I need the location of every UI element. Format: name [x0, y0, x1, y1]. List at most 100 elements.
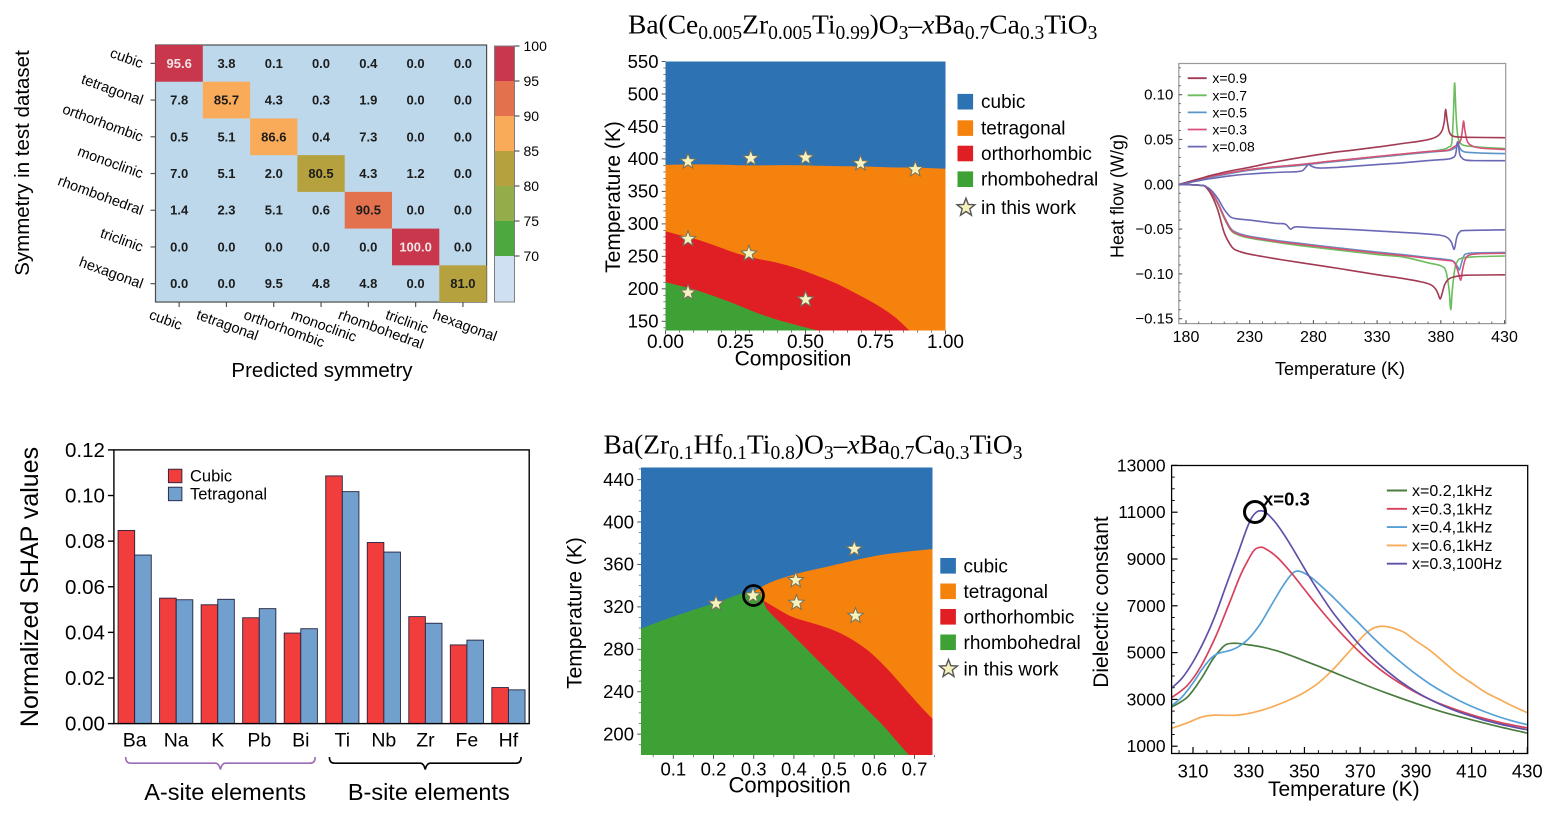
svg-text:3.8: 3.8 — [217, 56, 235, 71]
svg-text:1.9: 1.9 — [359, 93, 377, 108]
svg-text:Na: Na — [164, 730, 189, 752]
svg-text:0.0: 0.0 — [407, 129, 425, 144]
svg-text:90.5: 90.5 — [356, 203, 381, 218]
svg-text:0.0: 0.0 — [407, 203, 425, 218]
svg-text:90: 90 — [524, 108, 540, 124]
svg-text:hexagonal: hexagonal — [431, 307, 499, 345]
svg-text:7000: 7000 — [1127, 596, 1166, 616]
svg-text:x=0.3,1kHz: x=0.3,1kHz — [1412, 501, 1492, 518]
svg-text:85.7: 85.7 — [214, 93, 239, 108]
svg-text:1.00: 1.00 — [927, 332, 964, 353]
svg-text:rhombohedral: rhombohedral — [964, 633, 1081, 654]
svg-text:230: 230 — [1236, 329, 1263, 346]
svg-text:4.3: 4.3 — [359, 166, 377, 181]
svg-text:0.02: 0.02 — [65, 667, 105, 690]
svg-text:0.3: 0.3 — [312, 93, 330, 108]
svg-text:0.0: 0.0 — [265, 240, 283, 255]
svg-text:cubic: cubic — [147, 307, 184, 334]
svg-text:0.0: 0.0 — [454, 56, 472, 71]
svg-text:500: 500 — [628, 83, 659, 104]
svg-text:5000: 5000 — [1127, 643, 1166, 663]
svg-text:4.3: 4.3 — [265, 93, 283, 108]
svg-text:7.0: 7.0 — [170, 166, 188, 181]
svg-text:cubic: cubic — [964, 556, 1008, 577]
svg-text:390: 390 — [1400, 761, 1431, 782]
svg-text:Dielectric constant: Dielectric constant — [1090, 516, 1113, 688]
svg-text:tetragonal: tetragonal — [79, 72, 145, 109]
svg-text:1000: 1000 — [1127, 736, 1166, 756]
svg-text:0.1: 0.1 — [660, 759, 686, 780]
svg-text:Normalized SHAP values: Normalized SHAP values — [16, 447, 44, 727]
svg-text:80: 80 — [524, 178, 540, 194]
svg-text:13000: 13000 — [1117, 455, 1166, 475]
svg-text:0.4: 0.4 — [781, 759, 807, 780]
svg-text:0.00: 0.00 — [65, 713, 105, 736]
svg-text:x=0.9: x=0.9 — [1212, 70, 1247, 86]
svg-text:1.2: 1.2 — [407, 166, 425, 181]
svg-text:0.25: 0.25 — [717, 332, 754, 353]
svg-text:350: 350 — [628, 181, 659, 202]
svg-text:Nb: Nb — [371, 730, 396, 752]
svg-text:3000: 3000 — [1127, 689, 1166, 709]
svg-text:80.5: 80.5 — [308, 166, 333, 181]
svg-text:0.75: 0.75 — [857, 332, 894, 353]
svg-text:200: 200 — [628, 278, 659, 299]
svg-text:Ti: Ti — [335, 730, 351, 752]
svg-text:0.0: 0.0 — [217, 240, 235, 255]
svg-text:350: 350 — [1289, 761, 1320, 782]
svg-text:Cubic: Cubic — [190, 468, 232, 486]
svg-text:Temperature (K): Temperature (K) — [564, 537, 587, 689]
svg-text:x=0.3: x=0.3 — [1212, 122, 1247, 138]
svg-text:360: 360 — [603, 554, 634, 575]
svg-text:380: 380 — [1427, 329, 1454, 346]
svg-text:Symmetry in test dataset: Symmetry in test dataset — [11, 50, 34, 276]
svg-text:180: 180 — [1173, 329, 1200, 346]
svg-text:0.1: 0.1 — [265, 56, 283, 71]
svg-text:rhombohedral: rhombohedral — [981, 170, 1098, 191]
svg-text:Ba: Ba — [123, 730, 147, 752]
svg-text:0.0: 0.0 — [407, 93, 425, 108]
svg-text:x=0.4,1kHz: x=0.4,1kHz — [1412, 520, 1492, 537]
svg-text:200: 200 — [603, 723, 634, 744]
svg-text:5.1: 5.1 — [265, 203, 283, 218]
svg-text:cubic: cubic — [981, 92, 1025, 113]
svg-text:320: 320 — [603, 596, 634, 617]
svg-text:0.08: 0.08 — [65, 530, 105, 553]
svg-text:0.0: 0.0 — [454, 93, 472, 108]
svg-text:330: 330 — [1233, 761, 1264, 782]
svg-text:tetragonal: tetragonal — [964, 582, 1049, 603]
svg-text:cubic: cubic — [108, 46, 145, 73]
svg-text:0.12: 0.12 — [65, 439, 105, 462]
svg-text:Ba(Ce0.005​Zr0.005​Ti0.99​)O3​: Ba(Ce0.005​Zr0.005​Ti0.99​)O3​–xBa0.7​Ca… — [628, 9, 1097, 45]
svg-text:150: 150 — [628, 311, 659, 332]
svg-text:Zr: Zr — [416, 730, 435, 752]
svg-text:0.50: 0.50 — [787, 332, 824, 353]
svg-text:100: 100 — [524, 38, 548, 54]
svg-text:400: 400 — [628, 148, 659, 169]
svg-text:Fe: Fe — [456, 730, 479, 752]
svg-text:x=0.08: x=0.08 — [1212, 139, 1255, 155]
svg-text:x=0.6,1kHz: x=0.6,1kHz — [1412, 538, 1492, 555]
svg-text:7.3: 7.3 — [359, 129, 377, 144]
svg-text:95: 95 — [524, 73, 540, 89]
svg-text:100.0: 100.0 — [399, 240, 432, 255]
svg-text:0.6: 0.6 — [312, 203, 330, 218]
svg-text:Temperature (K): Temperature (K) — [602, 121, 625, 273]
svg-text:0.0: 0.0 — [454, 203, 472, 218]
svg-text:550: 550 — [628, 51, 659, 72]
svg-text:5.1: 5.1 — [217, 129, 235, 144]
svg-text:430: 430 — [1512, 761, 1543, 782]
svg-text:x=0.3,100Hz: x=0.3,100Hz — [1412, 556, 1502, 573]
svg-text:0.0: 0.0 — [217, 276, 235, 291]
svg-text:0.0: 0.0 — [312, 240, 330, 255]
svg-text:0.0: 0.0 — [170, 240, 188, 255]
svg-text:orthorhombic: orthorhombic — [981, 144, 1092, 165]
svg-text:B-site elements: B-site elements — [348, 779, 510, 805]
svg-text:240: 240 — [603, 681, 634, 702]
svg-text:0.0: 0.0 — [407, 56, 425, 71]
svg-text:0.0: 0.0 — [359, 240, 377, 255]
svg-text:85: 85 — [524, 143, 540, 159]
svg-text:in this work: in this work — [981, 198, 1077, 219]
svg-text:0.0: 0.0 — [407, 276, 425, 291]
svg-text:0.05: 0.05 — [1144, 132, 1173, 149]
